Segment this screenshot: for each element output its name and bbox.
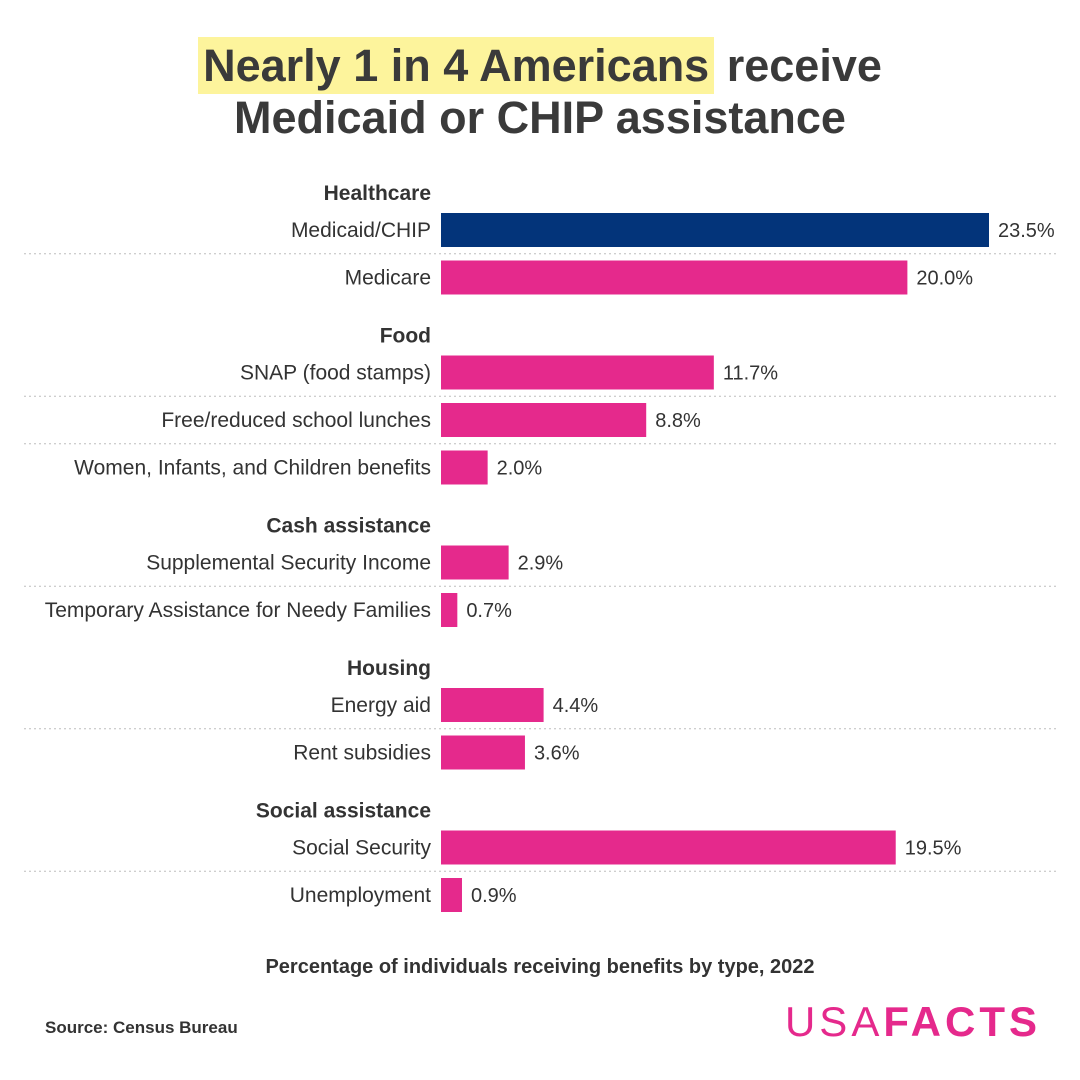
title-line-1-rest: receive bbox=[726, 40, 882, 91]
chart-caption: Percentage of individuals receiving bene… bbox=[265, 956, 815, 978]
value-label-medicaid-chip: 23.5% bbox=[998, 220, 1055, 242]
bar-social-security bbox=[441, 830, 896, 865]
group-header-social-assistance: Social assistance bbox=[256, 800, 431, 823]
bar-energy-aid bbox=[441, 688, 544, 722]
value-label-unemployment: 0.9% bbox=[471, 885, 517, 907]
category-label-medicare: Medicare bbox=[345, 267, 431, 290]
category-label-free-reduced-school-lunches: Free/reduced school lunches bbox=[161, 409, 431, 432]
category-label-temporary-assistance-for-needy-families: Temporary Assistance for Needy Families bbox=[45, 599, 431, 622]
logo-facts: FACTS bbox=[883, 998, 1041, 1045]
bar-unemployment bbox=[441, 878, 462, 912]
bar-free-reduced-school-lunches bbox=[441, 403, 647, 437]
bar-women-infants-and-children-benefits bbox=[441, 450, 488, 485]
value-label-free-reduced-school-lunches: 8.8% bbox=[655, 410, 701, 432]
value-label-women-infants-and-children-benefits: 2.0% bbox=[497, 458, 543, 480]
title-line-1: Nearly 1 in 4 Americans receive bbox=[0, 37, 1080, 94]
group-header-food: Food bbox=[380, 325, 431, 348]
category-label-rent-subsidies: Rent subsidies bbox=[293, 742, 431, 765]
category-label-social-security: Social Security bbox=[292, 837, 431, 860]
chart-title: Nearly 1 in 4 Americans receive Medicaid… bbox=[0, 37, 1080, 144]
category-label-medicaid-chip: Medicaid/CHIP bbox=[291, 219, 431, 242]
group-header-healthcare: Healthcare bbox=[324, 182, 431, 205]
group-header-cash-assistance: Cash assistance bbox=[266, 515, 431, 538]
group-header-housing: Housing bbox=[347, 657, 431, 680]
category-label-snap-food-stamps: SNAP (food stamps) bbox=[240, 362, 431, 385]
category-label-energy-aid: Energy aid bbox=[331, 694, 431, 717]
title-line-2: Medicaid or CHIP assistance bbox=[234, 92, 846, 143]
value-label-medicare: 20.0% bbox=[916, 268, 973, 290]
value-label-rent-subsidies: 3.6% bbox=[534, 743, 580, 765]
logo-usa: USA bbox=[784, 998, 884, 1045]
title-highlight: Nearly 1 in 4 Americans bbox=[198, 37, 715, 94]
category-label-women-infants-and-children-benefits: Women, Infants, and Children benefits bbox=[74, 457, 431, 480]
bar-snap-food-stamps bbox=[441, 355, 714, 390]
bar-medicare bbox=[441, 260, 908, 295]
bar-medicaid-chip bbox=[441, 213, 989, 247]
value-label-supplemental-security-income: 2.9% bbox=[518, 553, 564, 575]
source-note: Source: Census Bureau bbox=[45, 1018, 238, 1037]
value-label-temporary-assistance-for-needy-families: 0.7% bbox=[466, 600, 512, 622]
bar-supplemental-security-income bbox=[441, 545, 509, 580]
value-label-energy-aid: 4.4% bbox=[553, 695, 599, 717]
value-label-snap-food-stamps: 11.7% bbox=[723, 363, 778, 385]
value-label-social-security: 19.5% bbox=[905, 838, 962, 860]
category-label-unemployment: Unemployment bbox=[290, 884, 431, 907]
bar-temporary-assistance-for-needy-families bbox=[441, 593, 458, 627]
category-label-supplemental-security-income: Supplemental Security Income bbox=[146, 552, 431, 575]
usafacts-logo: USAFACTS bbox=[785, 1001, 1041, 1043]
bar-rent-subsidies bbox=[441, 735, 525, 770]
